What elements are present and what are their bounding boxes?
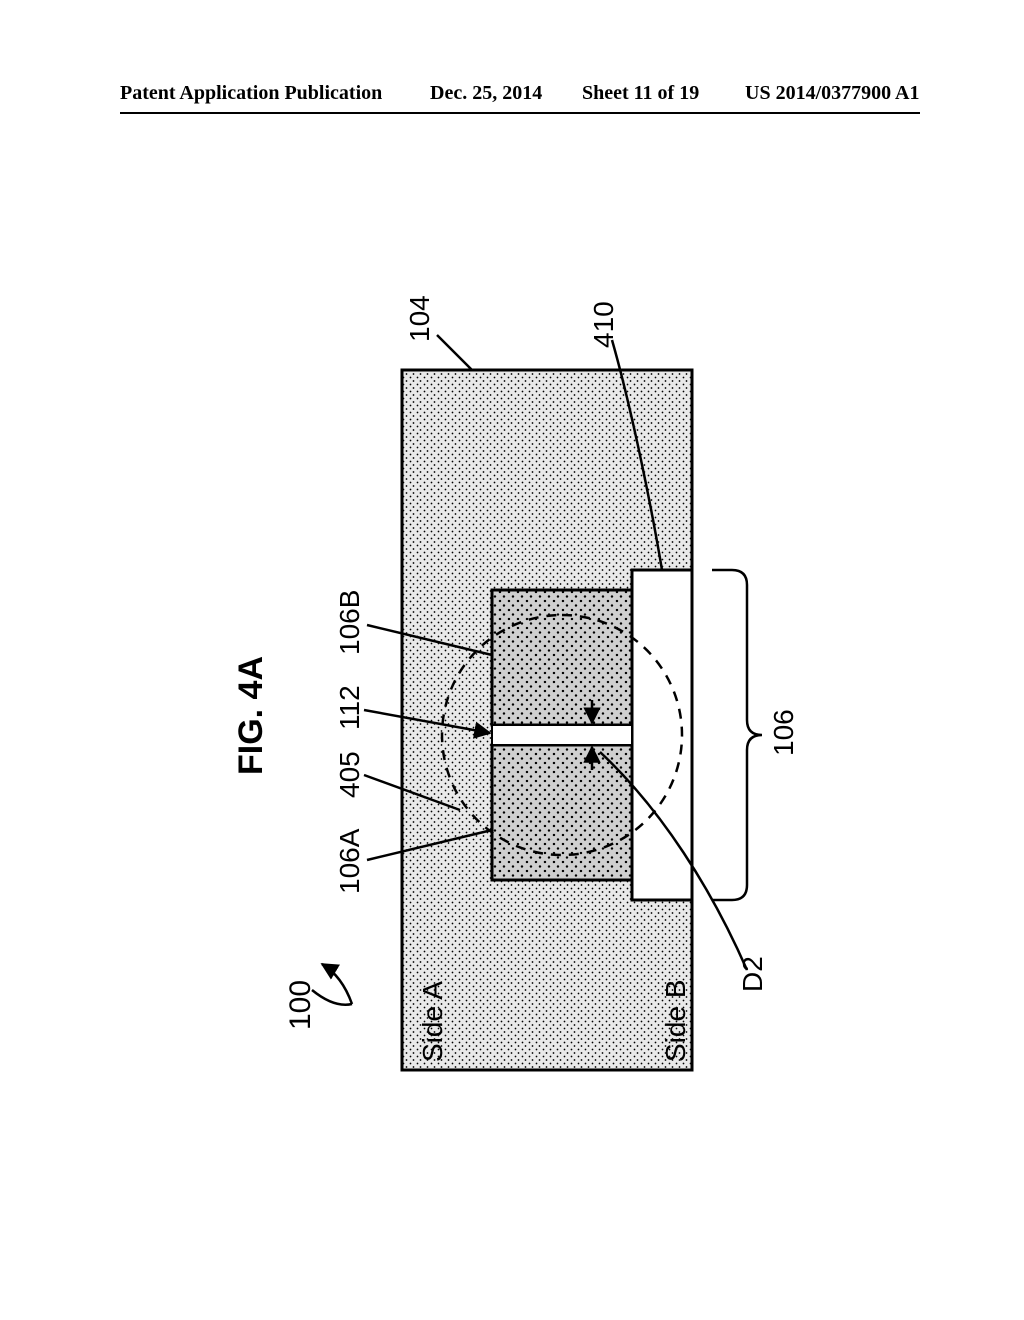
label-side-b: Side B — [660, 980, 692, 1063]
ref-106b: 106B — [334, 590, 366, 655]
bracket-106 — [712, 570, 762, 900]
figure-title: FIG. 4A — [232, 656, 271, 775]
ref-410: 410 — [588, 301, 620, 348]
ref-106: 106 — [768, 709, 800, 756]
ref-106a: 106A — [334, 829, 366, 894]
figure-4a: FIG. 4A 100 Side A Side B 106A 405 112 1… — [192, 270, 832, 1170]
figure-svg — [192, 270, 832, 1170]
ref100-arrow — [322, 964, 352, 1004]
pad-106a — [492, 745, 632, 880]
leader-104 — [437, 335, 472, 370]
header-sheet: Sheet 11 of 19 — [582, 82, 699, 105]
label-side-a: Side A — [417, 981, 449, 1062]
ref-d2: D2 — [737, 956, 769, 992]
header-publication: Patent Application Publication — [120, 82, 382, 105]
ref-112: 112 — [334, 685, 366, 730]
header-docnum: US 2014/0377900 A1 — [745, 82, 919, 105]
header-rule — [120, 112, 920, 114]
ref-100: 100 — [284, 980, 318, 1030]
header-date: Dec. 25, 2014 — [430, 82, 542, 105]
ref-104: 104 — [404, 295, 436, 342]
pad-106b — [492, 590, 632, 725]
ref-405: 405 — [334, 751, 366, 798]
gap-112 — [492, 725, 632, 745]
